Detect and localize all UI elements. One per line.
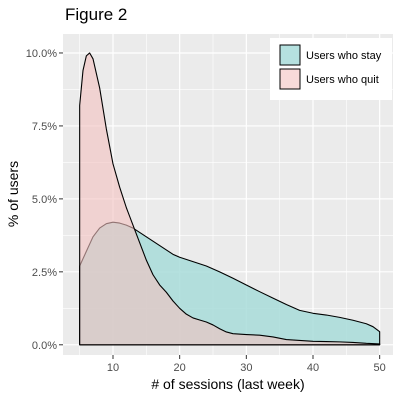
x-tick-label: 40 — [307, 362, 319, 374]
y-tick-label: 7.5% — [32, 121, 57, 133]
y-axis-title: % of users — [5, 161, 21, 227]
y-axis-ticks: 0.0% 2.5% 5.0% 7.5% 10.0% — [26, 48, 63, 352]
x-tick-label: 20 — [174, 362, 186, 374]
series-area-quit — [79, 52, 381, 346]
x-tick-label: 10 — [107, 362, 119, 374]
y-tick-label: 2.5% — [32, 267, 57, 279]
x-axis-title: # of sessions (last week) — [151, 376, 304, 392]
legend-label-stay: Users who stay — [306, 50, 382, 62]
density-areas — [79, 52, 381, 346]
chart-title: Figure 2 — [65, 5, 127, 24]
y-tick-label: 5.0% — [32, 194, 57, 206]
legend-key-stay — [279, 44, 301, 66]
legend-key-quit — [279, 68, 301, 90]
x-tick-label: 50 — [374, 362, 386, 374]
legend-label-quit: Users who quit — [306, 74, 379, 86]
legend: Users who stay Users who quit — [270, 38, 392, 100]
y-tick-label: 0.0% — [32, 340, 57, 352]
x-tick-label: 30 — [240, 362, 252, 374]
x-axis-ticks: 10 20 30 40 50 — [107, 355, 386, 374]
y-tick-label: 10.0% — [26, 48, 57, 60]
